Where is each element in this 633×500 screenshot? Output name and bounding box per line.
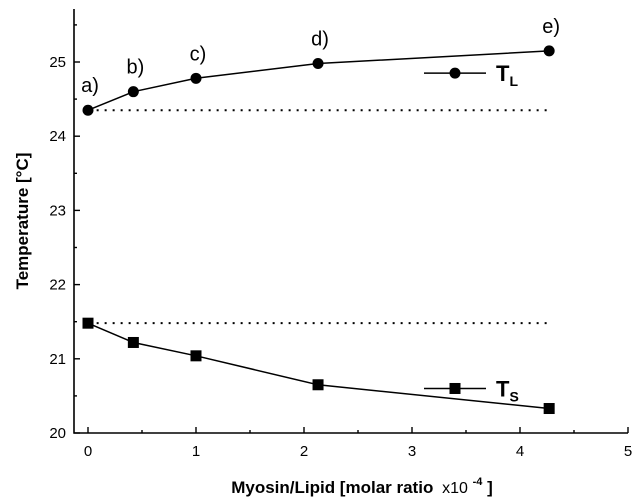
point-label: d) <box>311 28 329 50</box>
series-line-S <box>87 322 550 410</box>
plot-frame-left-bottom <box>73 9 628 434</box>
point-label: c) <box>190 43 207 65</box>
x-axis-title-exponent: -4 <box>473 476 484 488</box>
point-label: a) <box>81 75 99 97</box>
data-point-square <box>127 336 139 348</box>
x-tick-label: 2 <box>300 443 308 460</box>
y-tick-label: 20 <box>49 425 66 442</box>
x-axis-title-main: Myosin/Lipid [molar ratio <box>231 478 433 497</box>
y-tick-label: 24 <box>49 128 66 145</box>
legend-label-S: TS <box>496 376 519 404</box>
point-label: e) <box>542 16 560 38</box>
reference-lines <box>96 109 551 325</box>
legend: TL TS <box>424 61 519 404</box>
x-axis-ticks: 0 1 2 3 4 5 <box>84 427 632 460</box>
y-tick-label: 23 <box>49 202 66 219</box>
y-tick-label: 22 <box>49 277 66 294</box>
legend-marker-square <box>449 382 461 394</box>
x-tick-label: 4 <box>516 443 524 460</box>
y-tick-label: 21 <box>49 351 66 368</box>
data-point-square <box>82 317 94 329</box>
x-axis-title-suffix: x10 <box>442 480 468 497</box>
x-axis-title-close: ] <box>487 478 493 497</box>
y-tick-label: 25 <box>49 54 66 71</box>
x-tick-label: 1 <box>192 443 200 460</box>
x-tick-label: 3 <box>408 443 416 460</box>
data-point-circle <box>543 45 555 57</box>
data-point-circle <box>127 86 139 98</box>
data-point-square <box>543 403 555 415</box>
x-tick-label: 5 <box>624 443 632 460</box>
series-layer <box>82 45 555 415</box>
legend-label-L: TL <box>496 61 518 89</box>
x-tick-label: 0 <box>84 443 92 460</box>
point-labels: a) b) c) d) e) <box>81 16 560 97</box>
x-axis-title: Myosin/Lipid [molar ratio x10 -4 ] <box>231 470 493 497</box>
point-label: b) <box>126 57 144 79</box>
data-point-circle <box>312 57 324 69</box>
data-point-square <box>312 379 324 391</box>
data-point-circle <box>190 72 202 84</box>
legend-marker-circle <box>449 67 461 79</box>
y-axis-ticks: 20 21 22 23 24 25 <box>49 24 80 442</box>
data-point-square <box>190 350 202 362</box>
data-point-circle <box>82 104 94 116</box>
y-axis-title: Temperature [°C] <box>13 153 32 290</box>
axes <box>73 9 628 434</box>
